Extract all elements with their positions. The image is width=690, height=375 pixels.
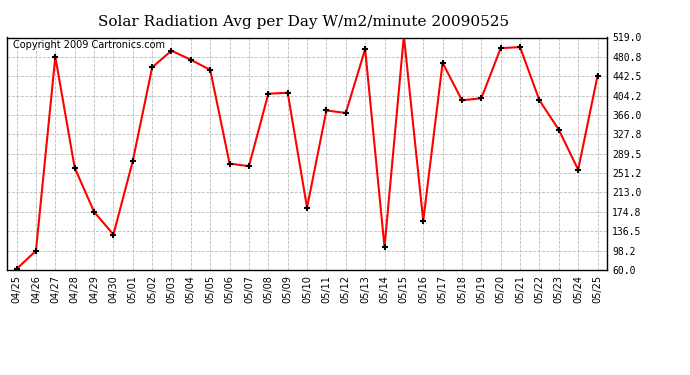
Text: Solar Radiation Avg per Day W/m2/minute 20090525: Solar Radiation Avg per Day W/m2/minute … <box>98 15 509 29</box>
Text: Copyright 2009 Cartronics.com: Copyright 2009 Cartronics.com <box>13 40 165 50</box>
